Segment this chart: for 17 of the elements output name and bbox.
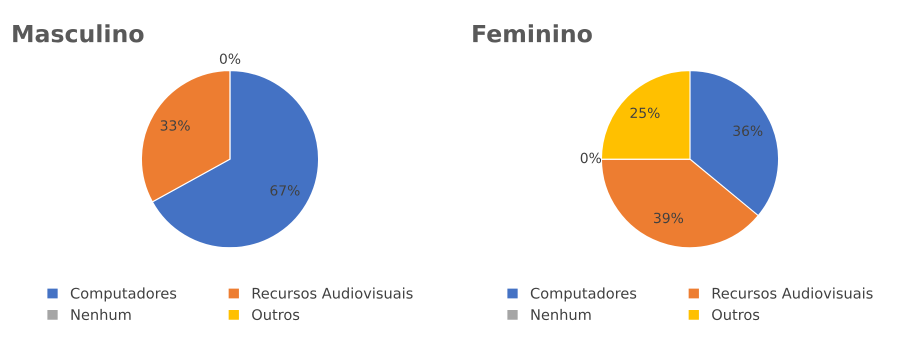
legend-label: Computadores <box>530 287 636 302</box>
text: 0% <box>220 53 240 64</box>
legend-label: Computadores <box>70 287 176 302</box>
chart-title: Masculino <box>13 24 144 42</box>
data-label: 25% <box>630 108 660 118</box>
data-label: 39% <box>654 212 684 224</box>
legend-label: Nenhum <box>531 308 591 320</box>
data-label: 67% <box>270 185 300 196</box>
data-label: 33% <box>160 120 190 131</box>
text: 0% <box>580 152 602 164</box>
legend-label: Recursos Audiovisuais <box>252 287 413 299</box>
legend-label: Outros <box>252 309 300 320</box>
legend-label: Nenhum <box>71 308 131 320</box>
data-label: 36% <box>733 126 762 136</box>
chart-title: Feminino <box>473 24 592 42</box>
legend-label: Outros <box>712 309 760 320</box>
legend-label: Recursos Audiovisuais <box>712 287 873 299</box>
